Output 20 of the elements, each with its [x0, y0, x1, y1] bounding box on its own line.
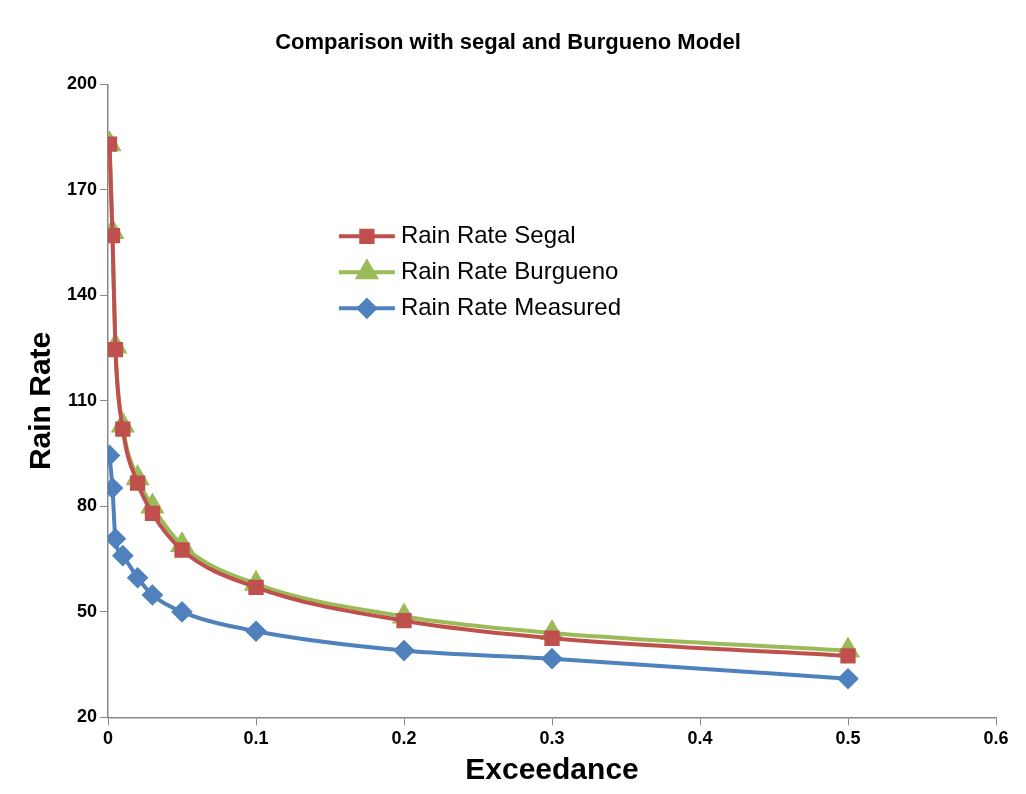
y-tick-label: 110 — [67, 389, 98, 410]
x-tick-label: 0.3 — [539, 728, 565, 749]
x-tick-label: 0.6 — [983, 728, 1009, 749]
x-tick-label: 0.1 — [243, 728, 269, 749]
legend-label: Rain Rate Burgueno — [400, 256, 619, 284]
x-tick-label: 0.5 — [835, 728, 861, 749]
x-tick-label: 0.2 — [391, 728, 417, 749]
x-tick-label: 0 — [103, 728, 114, 749]
y-tick-label: 80 — [77, 495, 98, 516]
y-tick-label: 50 — [77, 600, 98, 621]
x-axis-title: Exceedance — [465, 752, 639, 786]
y-tick-label: 140 — [66, 284, 98, 305]
legend-label: Rain Rate Segal — [400, 220, 576, 248]
chart-title: Comparison with segal and Burgueno Model — [275, 29, 741, 55]
x-tick-label: 0.4 — [687, 728, 713, 749]
y-axis-title: Rain Rate — [23, 331, 57, 471]
legend-label: Rain Rate Measured — [400, 292, 622, 320]
y-tick-label: 170 — [66, 178, 98, 199]
y-tick-label: 20 — [77, 706, 98, 727]
y-tick-label: 200 — [66, 73, 98, 94]
